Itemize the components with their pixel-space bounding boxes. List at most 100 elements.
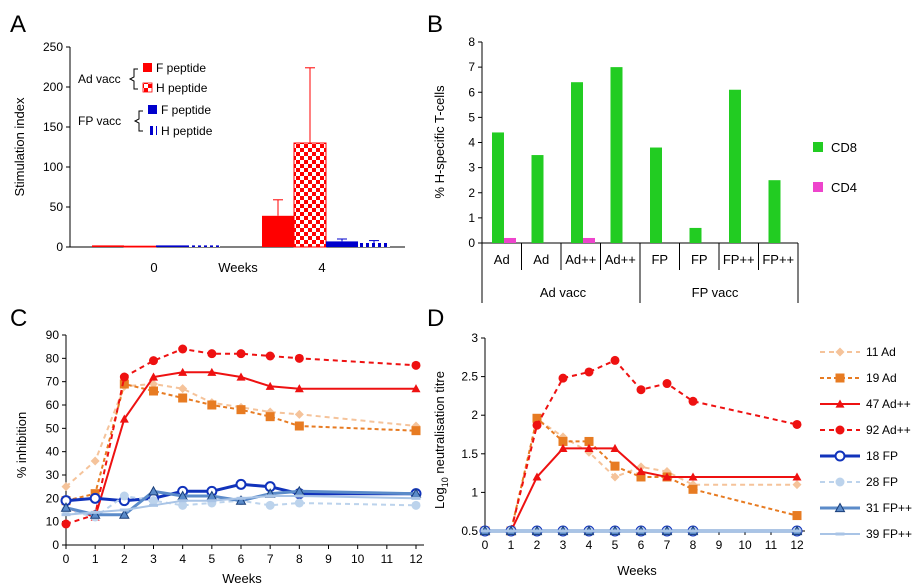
data-point: [584, 436, 594, 446]
series: [480, 355, 802, 536]
panel-a-legend: Ad vacc F peptide H peptide FP vacc F pe…: [78, 61, 213, 138]
data-point: [532, 472, 542, 481]
data-point: [178, 384, 188, 394]
legend-swatch-h-blue: [148, 126, 157, 135]
x-tick-label: 6: [638, 538, 645, 552]
data-point: [61, 482, 71, 492]
y-tick-label: 1.5: [461, 447, 478, 461]
bar: [188, 245, 220, 247]
bar: [326, 241, 358, 247]
panel-d: Log10 neutralisation titre Weeks 0.5 1 1.5…: [432, 331, 912, 578]
data-point: [835, 477, 845, 487]
data-point: [411, 384, 421, 393]
category-label: Ad++: [605, 252, 636, 267]
data-point: [688, 472, 698, 481]
data-point: [119, 414, 129, 423]
series-line: [485, 359, 798, 532]
data-point: [207, 367, 217, 376]
y-tick-label: 30: [46, 468, 60, 482]
data-point: [149, 372, 158, 381]
y-tick-label: 250: [43, 40, 63, 54]
data-point: [532, 420, 542, 430]
data-point: [411, 500, 421, 510]
x-tick-label: 7: [267, 552, 274, 566]
legend-item-label: 31 FP++: [866, 501, 912, 515]
y-tick-label: 60: [46, 398, 60, 412]
series-line: [65, 371, 416, 519]
legend-fp-vacc-label: FP vacc: [78, 114, 121, 128]
y-tick-label: 150: [43, 120, 63, 134]
data-point: [835, 399, 845, 408]
bar: [571, 82, 583, 243]
data-point: [235, 478, 247, 490]
y-tick-label: 1: [468, 211, 475, 225]
data-point: [89, 509, 101, 519]
x-tick-label: 3: [560, 538, 567, 552]
legend-item-label: 92 Ad++: [866, 423, 911, 437]
panel-a-bars: [92, 67, 390, 248]
x-tick-label: 12: [409, 552, 423, 566]
x-tick-label: 5: [208, 552, 215, 566]
data-point: [688, 396, 698, 406]
data-point: [662, 379, 672, 389]
data-point: [236, 405, 246, 415]
data-point: [236, 349, 246, 359]
bar: [92, 245, 124, 247]
legend-item-label: 18 FP: [866, 449, 898, 463]
bar: [689, 227, 702, 243]
data-point: [792, 480, 802, 490]
panel-a: Stimulation index Weeks 0 4 0 50 100 150 200…: [12, 40, 405, 275]
panel-c-letter: C: [10, 305, 27, 332]
data-point: [834, 450, 846, 462]
data-point: [834, 502, 846, 513]
panel-b-ylabel: % H-specific T-cells: [432, 85, 447, 199]
data-point: [90, 456, 100, 466]
y-tick-label: 3: [468, 161, 475, 175]
legend-item-label: 19 Ad: [866, 371, 897, 385]
y-tick-label: 2.5: [461, 370, 478, 384]
data-point: [294, 409, 304, 419]
y-tick-label: 1: [471, 485, 478, 499]
x-tick-label: 2: [121, 552, 128, 566]
x-tick-label: 4: [586, 538, 593, 552]
y-tick-label: 50: [50, 200, 64, 214]
legend-swatch-cd8: [813, 142, 823, 152]
legend-item-label: 39 FP++: [866, 527, 912, 541]
x-tick-label: 5: [612, 538, 619, 552]
x-tick-label: 11: [765, 538, 778, 552]
x-tick-label: 2: [534, 538, 541, 552]
y-tick-label: 6: [468, 85, 475, 99]
data-point: [610, 461, 620, 471]
data-point: [294, 421, 304, 431]
panel-b: % H-specific T-cells 0 1 2 3 4 5 6 7 8 Ad Ad Ad++ Ad…: [432, 35, 857, 303]
category-label: FP: [651, 252, 668, 267]
x-tick-label: 10: [351, 552, 365, 566]
bar: [531, 155, 544, 243]
data-point: [119, 372, 129, 382]
legend-entry: 31 FP++: [820, 501, 912, 515]
x-tick-label: 8: [296, 552, 303, 566]
data-point: [558, 436, 568, 446]
data-point: [119, 491, 129, 501]
data-point: [236, 372, 246, 381]
y-tick-label: 40: [46, 445, 60, 459]
bar: [358, 243, 390, 247]
y-tick-label: 0: [52, 538, 59, 552]
x-tick-label: 7: [664, 538, 671, 552]
panel-a-ylabel: Stimulation index: [12, 97, 27, 196]
x-tick-label: 3: [150, 552, 157, 566]
y-tick-label: 0: [468, 236, 475, 250]
y-tick-label: 4: [468, 136, 475, 150]
bar: [262, 215, 294, 247]
panel-a-letter: A: [10, 11, 26, 38]
y-tick-label: 5: [468, 110, 475, 124]
data-point: [411, 426, 421, 436]
panel-d-ylabel: Log10 neutralisation titre: [432, 371, 450, 509]
y-tick-label: 100: [43, 160, 63, 174]
x-tick-label: 6: [238, 552, 245, 566]
legend-swatch-cd4: [813, 182, 823, 192]
y-tick-label: 90: [46, 328, 60, 342]
series-line: [65, 482, 416, 503]
legend-item-label: 11 Ad: [866, 345, 896, 359]
